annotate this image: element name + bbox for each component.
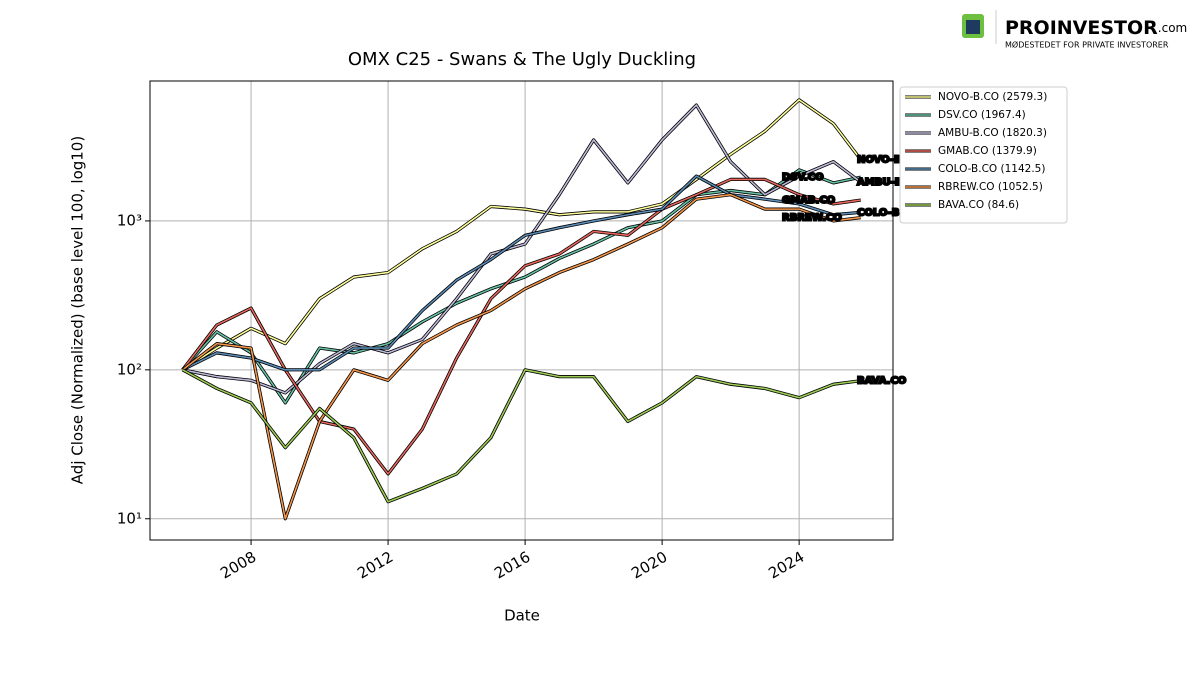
legend-label: RBREW.CO (1052.5) bbox=[938, 181, 1043, 193]
plot bbox=[181, 98, 863, 521]
legend-label: BAVA.CO (84.6) bbox=[938, 199, 1019, 211]
end-label: GMAB.CO bbox=[782, 195, 835, 206]
legend-label: NOVO-B.CO (2579.3) bbox=[938, 91, 1047, 103]
end-label: BAVA.CO bbox=[857, 376, 906, 387]
legend: NOVO-B.CO (2579.3) DSV.CO (1967.4) AMBU-B.… bbox=[899, 86, 1068, 224]
logo-suffix: .com bbox=[1158, 21, 1187, 35]
line bbox=[182, 369, 861, 503]
y-tick-label: 10³ bbox=[117, 211, 142, 229]
line bbox=[182, 99, 862, 371]
legend-label: COLO-B.CO (1142.5) bbox=[938, 163, 1045, 175]
line bbox=[181, 178, 861, 475]
line bbox=[182, 175, 861, 371]
logo-name-text: PROINVESTOR bbox=[1005, 17, 1158, 39]
line bbox=[182, 193, 861, 520]
plot-frame bbox=[149, 80, 894, 541]
legend-label: AMBU-B.CO (1820.3) bbox=[938, 127, 1047, 139]
x-tick-label: 2008 bbox=[217, 548, 259, 583]
legend-label: DSV.CO (1967.4) bbox=[938, 109, 1026, 121]
legend-label: GMAB.CO (1379.9) bbox=[938, 145, 1037, 157]
x-tick-label: 2012 bbox=[354, 548, 396, 583]
y-tick-label: 10¹ bbox=[117, 509, 142, 527]
legend-box bbox=[899, 86, 1068, 224]
x-tick-label: 2020 bbox=[628, 548, 670, 583]
line bbox=[182, 104, 862, 394]
line-outline bbox=[182, 103, 862, 395]
end-label: DSV.CO bbox=[782, 172, 824, 183]
line-outline bbox=[181, 177, 862, 476]
x-axis-label: Date bbox=[504, 607, 540, 625]
end-label: RBREW.CO bbox=[782, 213, 842, 224]
line-outline bbox=[181, 98, 863, 372]
y-tick-label: 10² bbox=[117, 360, 142, 378]
x-tick-label: 2016 bbox=[491, 548, 533, 583]
logo-icon-inner bbox=[966, 20, 980, 34]
line-outline bbox=[181, 193, 861, 521]
y-axis-label: Adj Close (Normalized) (base level 100, … bbox=[69, 136, 87, 484]
logo-name: PROINVESTOR.com bbox=[1005, 17, 1187, 39]
x-tick-label: 2024 bbox=[765, 548, 807, 583]
logo: PROINVESTOR.com MØDESTEDET FOR PRIVATE I… bbox=[962, 10, 1187, 50]
chart-title: OMX C25 - Swans & The Ugly Duckling bbox=[348, 49, 696, 70]
logo-tagline: MØDESTEDET FOR PRIVATE INVESTORER bbox=[1005, 40, 1169, 50]
line-outline bbox=[181, 368, 862, 504]
